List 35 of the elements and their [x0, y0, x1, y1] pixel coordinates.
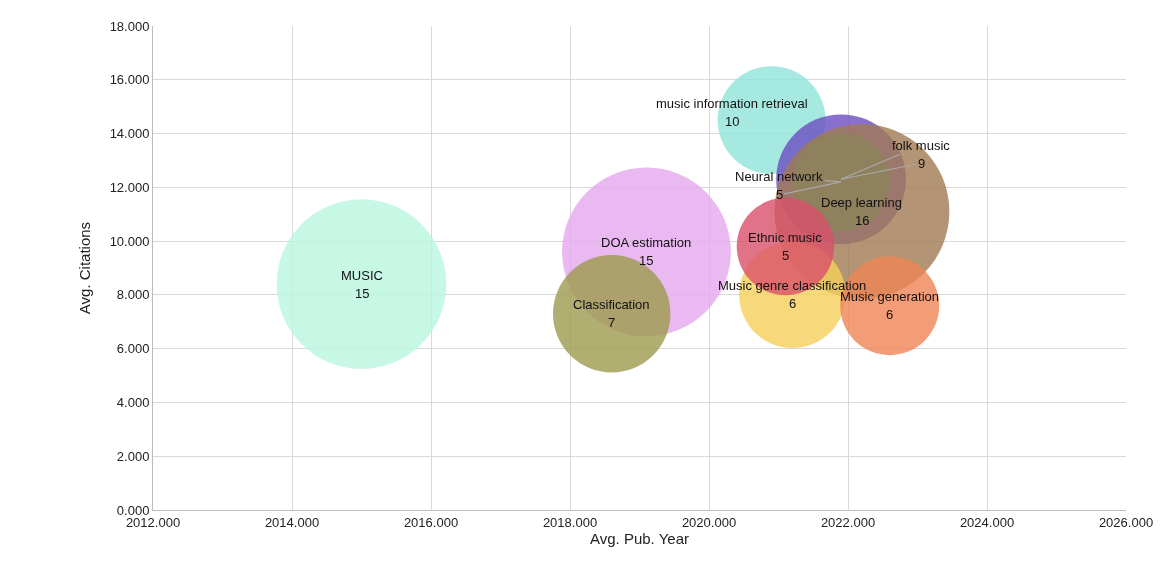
series-label: Ethnic music [748, 230, 823, 245]
series-label: music information retrieval [656, 96, 808, 111]
x-tick-label: 2026.000 [1098, 514, 1154, 530]
x-axis-title: Avg. Pub. Year [590, 529, 689, 547]
series-label: DOA estimation [601, 235, 692, 250]
y-tick-label: 12.000 [109, 179, 150, 195]
y-tick-label: 2.000 [116, 448, 150, 464]
annotation: 15 [639, 253, 654, 268]
y-tick-label: 6.000 [116, 341, 150, 357]
annotation: 7 [608, 315, 616, 330]
annotation: 10 [725, 114, 740, 129]
series-label: MUSIC [341, 268, 383, 283]
x-tick-label: 2020.000 [681, 514, 737, 530]
x-tick-label: 2018.000 [542, 514, 598, 530]
y-tick-label: 8.000 [116, 287, 150, 303]
x-tick-label: 2014.000 [264, 514, 320, 530]
x-tick-label: 2024.000 [959, 514, 1015, 530]
annotation: 5 [776, 187, 784, 202]
annotation: 15 [355, 286, 370, 301]
x-tick-label: 2016.000 [403, 514, 459, 530]
annotation: 5 [782, 248, 790, 263]
annotation: 16 [855, 213, 870, 228]
y-tick-label: 4.000 [116, 394, 150, 410]
annotation: 6 [789, 296, 797, 311]
annotation: 6 [886, 307, 894, 322]
y-axis-title: Avg. Citations [75, 221, 93, 315]
y-tick-label: 18.000 [109, 18, 150, 34]
x-tick-label: 2022.000 [820, 514, 876, 530]
y-tick-label: 10.000 [109, 233, 150, 249]
series-label: Deep learning [821, 195, 902, 210]
annotation: 9 [918, 156, 926, 171]
y-tick-label: 14.000 [109, 126, 150, 142]
series-label: Classification [573, 297, 650, 312]
series-label: folk music [892, 138, 951, 153]
y-tick-label: 16.000 [109, 72, 150, 88]
